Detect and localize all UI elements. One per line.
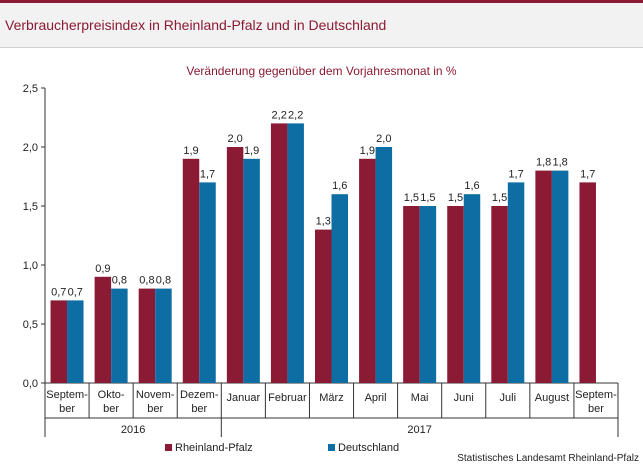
data-label: 0,7 <box>68 286 83 298</box>
bar-rheinland-pfalz <box>182 158 200 383</box>
data-label: 1,5 <box>492 192 507 204</box>
header-divider <box>0 47 643 48</box>
y-tick-label: 0,5 <box>23 319 38 331</box>
x-tick-label: ber <box>103 403 119 415</box>
data-label: 2,0 <box>376 133 391 145</box>
data-label: 1,9 <box>360 145 375 157</box>
top-accent-rule <box>0 0 643 3</box>
x-tick-label: Juni <box>454 392 474 404</box>
bar-rheinland-pfalz <box>491 206 508 383</box>
x-tick-label: Septem- <box>575 389 617 401</box>
bar-deutschland <box>463 194 481 383</box>
data-label: 2,2 <box>288 109 303 121</box>
bar-deutschland <box>199 182 216 383</box>
data-label: 2,2 <box>272 109 287 121</box>
page-title: Verbraucherpreisindex in Rheinland-Pfalz… <box>5 17 387 33</box>
bar-rheinland-pfalz <box>535 170 552 383</box>
bar-rheinland-pfalz <box>315 229 332 383</box>
bar-rheinland-pfalz <box>447 206 464 383</box>
data-label: 0,9 <box>95 263 110 275</box>
year-label: 2016 <box>121 424 145 436</box>
y-tick-label: 1,0 <box>23 260 38 272</box>
x-tick-label: Okto- <box>98 389 125 401</box>
data-label: 1,7 <box>200 168 215 180</box>
data-label: 0,7 <box>51 286 66 298</box>
y-tick-label: 2,0 <box>23 142 38 154</box>
data-label: 1,9 <box>244 145 259 157</box>
legend-label: Deutschland <box>338 442 399 454</box>
bar-rheinland-pfalz <box>579 182 596 383</box>
bar-rheinland-pfalz <box>270 123 288 384</box>
bar-rheinland-pfalz <box>403 206 420 383</box>
data-label: 1,8 <box>536 157 551 169</box>
bar-deutschland <box>507 182 525 383</box>
data-label: 0,8 <box>112 275 127 287</box>
data-label: 1,6 <box>464 180 479 192</box>
x-tick-label: Juli <box>500 392 517 404</box>
legend-swatch <box>165 444 172 451</box>
bar-deutschland <box>243 158 260 383</box>
x-tick-label: Februar <box>268 392 307 404</box>
x-tick-label: Septem- <box>46 389 88 401</box>
bar-deutschland <box>155 288 172 383</box>
x-tick-label: ber <box>59 403 75 415</box>
legend-swatch <box>328 444 335 451</box>
y-tick-label: 1,5 <box>23 201 38 213</box>
data-label: 0,8 <box>156 275 171 287</box>
bar-rheinland-pfalz <box>50 300 68 383</box>
chart-subtitle: Veränderung gegenüber dem Vorjahresmonat… <box>186 64 457 78</box>
data-label: 1,8 <box>552 157 567 169</box>
data-label: 1,7 <box>508 168 523 180</box>
data-label: 1,5 <box>448 192 463 204</box>
header-bar: Verbraucherpreisindex in Rheinland-Pfalz… <box>0 3 643 47</box>
x-tick-label: ber <box>147 403 163 415</box>
bar-rheinland-pfalz <box>226 147 244 383</box>
data-label: 1,5 <box>404 192 419 204</box>
year-label: 2017 <box>407 424 431 436</box>
source-note: Statistisches Landesamt Rheinland-Pfalz <box>457 453 639 464</box>
x-tick-label: Januar <box>227 392 261 404</box>
y-tick-label: 0,0 <box>23 378 38 390</box>
x-tick-label: ber <box>588 403 604 415</box>
x-tick-label: März <box>319 392 343 404</box>
x-tick-label: Novem- <box>136 389 175 401</box>
bar-deutschland <box>375 147 393 383</box>
x-tick-label: Dezem- <box>180 389 219 401</box>
data-label: 1,7 <box>580 168 595 180</box>
data-label: 1,9 <box>183 145 198 157</box>
bar-deutschland <box>287 123 304 384</box>
bar-deutschland <box>67 300 84 383</box>
bar-rheinland-pfalz <box>94 276 112 383</box>
bar-deutschland <box>419 206 437 383</box>
bar-deutschland <box>551 170 569 383</box>
data-label: 1,6 <box>332 180 347 192</box>
bar-deutschland <box>111 288 128 383</box>
x-tick-label: April <box>365 392 387 404</box>
data-label: 1,5 <box>420 192 435 204</box>
bar-rheinland-pfalz <box>359 158 376 383</box>
bar-deutschland <box>331 194 348 383</box>
data-label: 0,8 <box>139 275 154 287</box>
data-label: 2,0 <box>227 133 242 145</box>
data-label: 1,3 <box>316 216 331 228</box>
y-tick-label: 2,5 <box>23 83 38 95</box>
x-tick-label: August <box>535 392 569 404</box>
x-tick-label: Mai <box>411 392 429 404</box>
legend-label: Rheinland-Pfalz <box>175 442 253 454</box>
bar-rheinland-pfalz <box>138 288 156 383</box>
x-tick-label: ber <box>191 403 207 415</box>
